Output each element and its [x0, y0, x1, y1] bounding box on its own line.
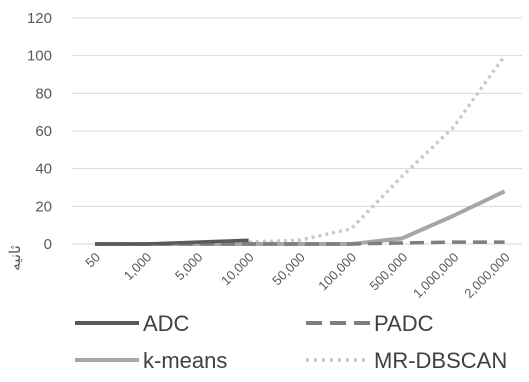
x-tick-label: 100,000: [315, 250, 359, 294]
y-tick-label: 100: [27, 48, 52, 65]
x-tick-label: 10,000: [218, 250, 257, 289]
x-tick-label: 500,000: [366, 250, 410, 294]
y-tick-label: 120: [27, 10, 52, 27]
gridlines: [72, 17, 522, 245]
legend-label-padc: PADC: [374, 311, 434, 336]
x-tick-label: 5,000: [172, 250, 206, 284]
x-tick-label: 1,000: [121, 250, 155, 284]
legend-label-adc: ADC: [143, 311, 190, 336]
series-line-adc: [95, 238, 249, 246]
y-tick-label: 60: [35, 123, 52, 140]
y-axis-title: ثانیه: [7, 245, 24, 271]
y-tick-label: 80: [35, 85, 52, 102]
y-axis-ticks: 0 20 40 60 80 100 120: [27, 10, 52, 253]
series-line-k-means: [95, 189, 506, 246]
legend-label-mr-dbscan: MR-DBSCAN: [374, 348, 507, 373]
y-tick-label: 0: [44, 236, 52, 253]
x-tick-label: 1,000,000: [410, 250, 462, 302]
x-tick-label: 50: [82, 250, 103, 271]
y-tick-label: 40: [35, 161, 52, 178]
legend: ADC PADC k-means MR-DBSCAN: [75, 311, 507, 373]
series-line-mr-dbscan: [95, 54, 507, 246]
y-tick-label: 20: [35, 198, 52, 215]
series-lines: [95, 54, 507, 246]
x-tick-label: 2,000,000: [461, 250, 513, 302]
legend-label-k-means: k-means: [143, 348, 227, 373]
x-tick-label: 50,000: [269, 250, 308, 289]
x-axis-ticks: 50 1,000 5,000 10,000 50,000 100,000 500,000 1,…: [82, 250, 512, 302]
